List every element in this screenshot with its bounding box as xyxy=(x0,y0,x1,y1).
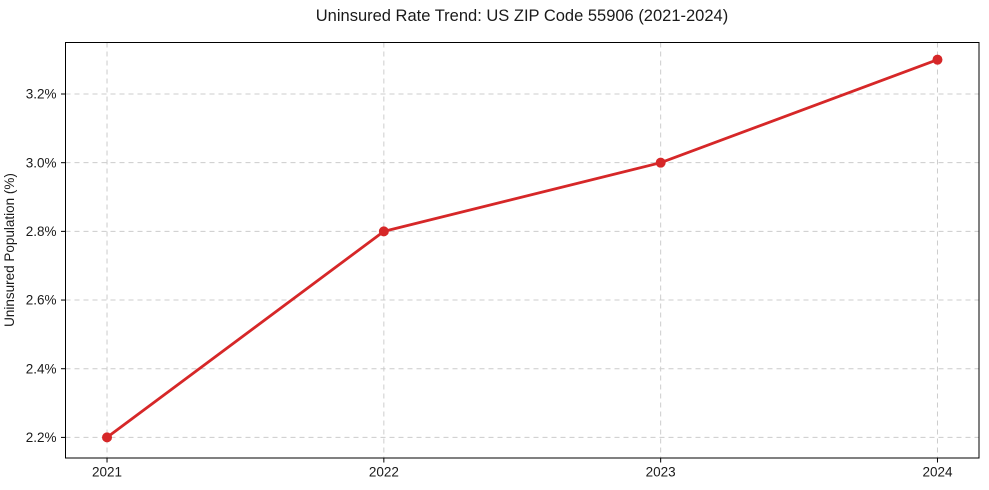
y-tick-label: 2.6% xyxy=(26,293,57,308)
data-series xyxy=(102,54,943,443)
data-point-marker xyxy=(378,226,389,237)
y-tick-label: 3.2% xyxy=(26,87,57,102)
data-point-marker xyxy=(102,432,113,443)
data-point-marker xyxy=(932,54,943,65)
y-tick-label: 2.2% xyxy=(26,430,57,445)
x-tick-label: 2021 xyxy=(92,465,122,480)
y-tick-label: 3.0% xyxy=(26,155,57,170)
chart-title: Uninsured Rate Trend: US ZIP Code 55906 … xyxy=(316,7,728,25)
x-tick-label: 2024 xyxy=(922,465,953,480)
trend-line xyxy=(105,58,939,439)
y-tick-label: 2.8% xyxy=(26,224,57,239)
grid-lines xyxy=(65,42,979,458)
data-point-marker xyxy=(655,157,666,168)
x-tick-label: 2023 xyxy=(646,465,676,480)
y-axis-label: Uninsured Population (%) xyxy=(2,173,17,327)
axes: 2021 2022 2023 2024 2.2% 2.4% 2.6% 2.8% 3.0% 3.2% xyxy=(26,42,980,480)
plot-border xyxy=(65,42,980,459)
x-tick-label: 2022 xyxy=(369,465,399,480)
y-tick-label: 2.4% xyxy=(26,361,57,376)
